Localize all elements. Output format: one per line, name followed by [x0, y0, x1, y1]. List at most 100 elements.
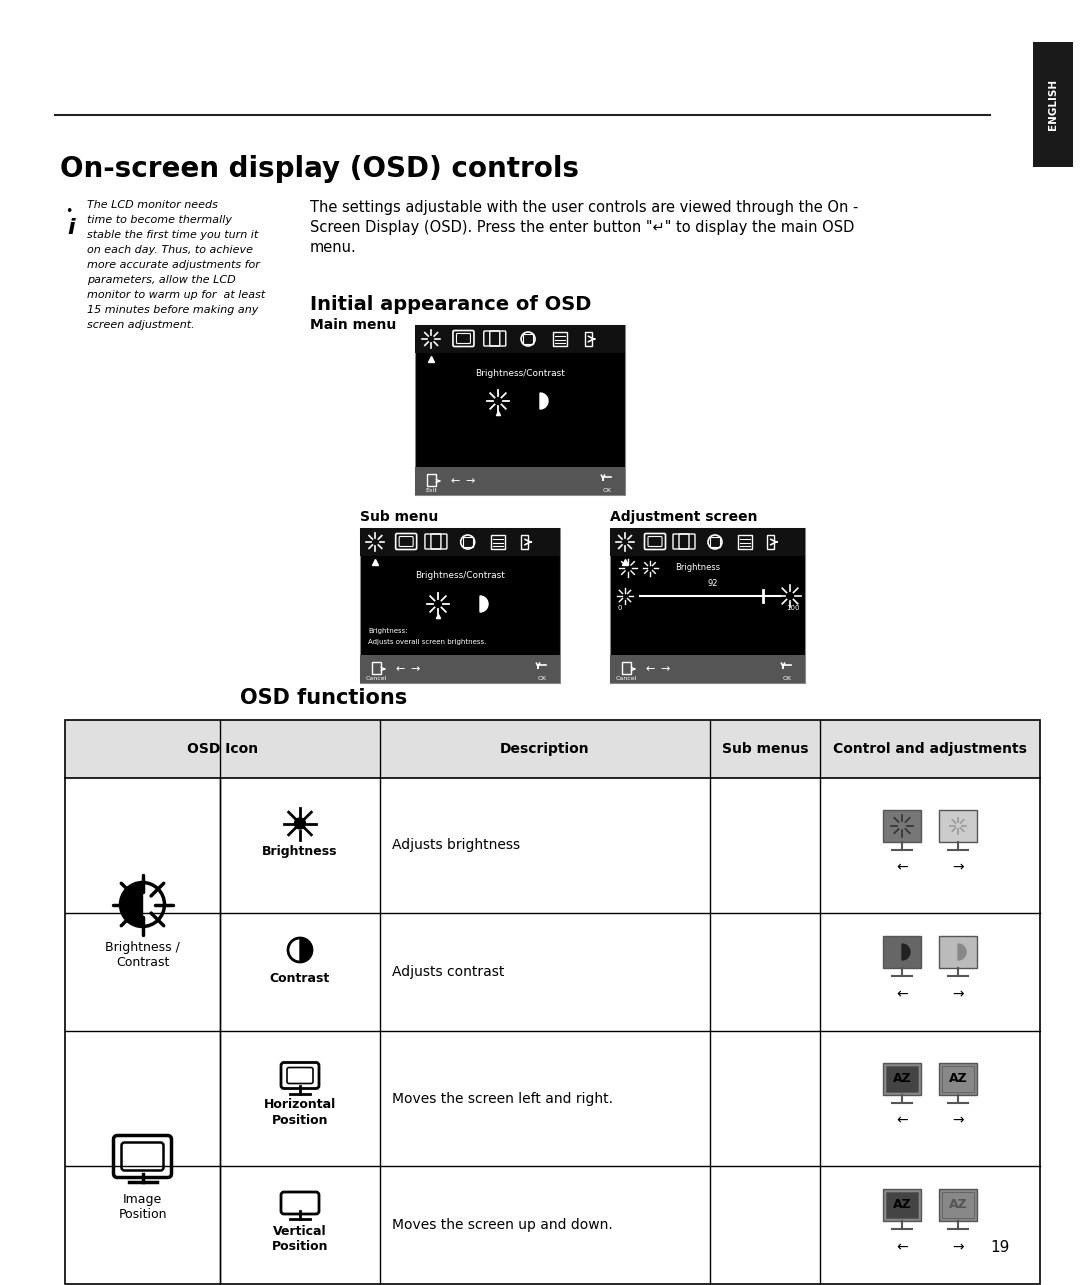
Circle shape — [899, 821, 906, 829]
Polygon shape — [480, 596, 488, 612]
Text: menu.: menu. — [310, 240, 356, 254]
Polygon shape — [540, 393, 548, 409]
Bar — [939, 1063, 977, 1095]
Text: →: → — [953, 861, 963, 875]
Text: Main menu: Main menu — [310, 317, 396, 332]
Bar — [610, 528, 805, 556]
Bar — [523, 334, 534, 344]
Circle shape — [622, 594, 627, 599]
Polygon shape — [300, 938, 312, 962]
Text: Brightness: Brightness — [262, 846, 338, 858]
Text: •: • — [65, 206, 72, 218]
Bar — [622, 662, 631, 675]
Bar — [610, 528, 805, 684]
Text: ←: ← — [896, 987, 908, 1001]
Text: Brightness:: Brightness: — [368, 628, 407, 634]
Bar — [886, 1192, 918, 1218]
Text: →: → — [465, 475, 475, 486]
Circle shape — [647, 565, 652, 571]
Text: →: → — [953, 987, 963, 1001]
Circle shape — [622, 538, 629, 545]
Text: 100: 100 — [786, 605, 800, 610]
Text: more accurate adjustments for: more accurate adjustments for — [87, 260, 260, 270]
Text: ←: ← — [896, 1240, 908, 1254]
Circle shape — [428, 335, 434, 342]
Bar — [883, 1189, 921, 1221]
Text: ←: ← — [896, 861, 908, 875]
Text: Moves the screen left and right.: Moves the screen left and right. — [392, 1091, 613, 1105]
Text: AZ: AZ — [893, 1199, 912, 1212]
Bar — [883, 810, 921, 842]
Circle shape — [955, 822, 961, 829]
Text: screen adjustment.: screen adjustment. — [87, 320, 194, 330]
Circle shape — [434, 600, 442, 608]
Bar — [886, 1065, 918, 1091]
Text: on each day. Thus, to achieve: on each day. Thus, to achieve — [87, 245, 253, 254]
Bar — [427, 474, 436, 486]
Bar — [372, 662, 381, 675]
Text: 19: 19 — [990, 1240, 1010, 1255]
Text: ENGLISH: ENGLISH — [1048, 78, 1058, 130]
Text: Exit: Exit — [426, 487, 437, 492]
Text: →: → — [953, 1114, 963, 1127]
Bar — [939, 810, 977, 842]
Text: time to become thermally: time to become thermally — [87, 215, 232, 225]
Text: Adjustment screen: Adjustment screen — [610, 510, 757, 524]
Text: Control and adjustments: Control and adjustments — [833, 741, 1027, 756]
Bar — [584, 332, 592, 346]
Polygon shape — [121, 883, 143, 926]
Circle shape — [495, 397, 502, 405]
Text: OSD Icon: OSD Icon — [187, 741, 258, 756]
Text: OK: OK — [538, 676, 546, 681]
Text: AZ: AZ — [893, 1072, 912, 1085]
Text: Adjusts contrast: Adjusts contrast — [392, 965, 504, 979]
Text: Brightness /
Contrast: Brightness / Contrast — [105, 941, 180, 969]
Text: Sub menus: Sub menus — [721, 741, 808, 756]
Bar — [610, 655, 805, 684]
Text: OK: OK — [782, 676, 792, 681]
Text: Brightness/Contrast: Brightness/Contrast — [415, 572, 505, 581]
Bar — [883, 935, 921, 968]
Text: AZ: AZ — [948, 1072, 968, 1085]
Text: Moves the screen up and down.: Moves the screen up and down. — [392, 1218, 612, 1232]
Text: Brightness: Brightness — [675, 564, 720, 573]
Text: Cancel: Cancel — [365, 676, 387, 681]
Text: Image
Position: Image Position — [118, 1194, 166, 1222]
Text: Screen Display (OSD). Press the enter button "↵" to display the main OSD: Screen Display (OSD). Press the enter bu… — [310, 220, 854, 235]
Text: Adjusts overall screen brightness.: Adjusts overall screen brightness. — [368, 639, 486, 645]
Bar — [767, 535, 774, 549]
Text: monitor to warm up for  at least: monitor to warm up for at least — [87, 290, 266, 299]
Circle shape — [786, 592, 794, 600]
Text: i: i — [67, 218, 75, 238]
Bar — [710, 537, 720, 547]
Text: The settings adjustable with the user controls are viewed through the On -: The settings adjustable with the user co… — [310, 200, 859, 215]
Bar — [65, 720, 1040, 777]
Bar — [462, 537, 473, 547]
Bar — [360, 528, 561, 684]
Text: OSD functions: OSD functions — [240, 687, 407, 708]
Bar — [883, 1063, 921, 1095]
Text: Sub menu: Sub menu — [360, 510, 438, 524]
Circle shape — [295, 819, 306, 829]
Text: Initial appearance of OSD: Initial appearance of OSD — [310, 296, 592, 314]
Bar — [522, 535, 528, 549]
Text: Horizontal
Position: Horizontal Position — [264, 1099, 336, 1127]
Text: →: → — [410, 664, 420, 675]
Bar — [553, 332, 567, 346]
Text: Brightness/Contrast: Brightness/Contrast — [475, 369, 565, 378]
Bar — [65, 720, 1040, 1284]
Polygon shape — [902, 944, 910, 960]
Bar — [491, 535, 505, 549]
Circle shape — [624, 564, 632, 572]
Text: stable the first time you turn it: stable the first time you turn it — [87, 230, 258, 240]
Text: ←: ← — [646, 664, 654, 675]
Text: OK: OK — [603, 487, 611, 492]
Text: ←: ← — [896, 1114, 908, 1127]
Text: The LCD monitor needs: The LCD monitor needs — [87, 200, 218, 209]
Bar — [360, 655, 561, 684]
FancyBboxPatch shape — [1032, 42, 1074, 167]
Text: Vertical
Position: Vertical Position — [272, 1225, 328, 1253]
Text: AZ: AZ — [948, 1199, 968, 1212]
Bar — [942, 1065, 974, 1091]
Text: parameters, allow the LCD: parameters, allow the LCD — [87, 275, 235, 285]
